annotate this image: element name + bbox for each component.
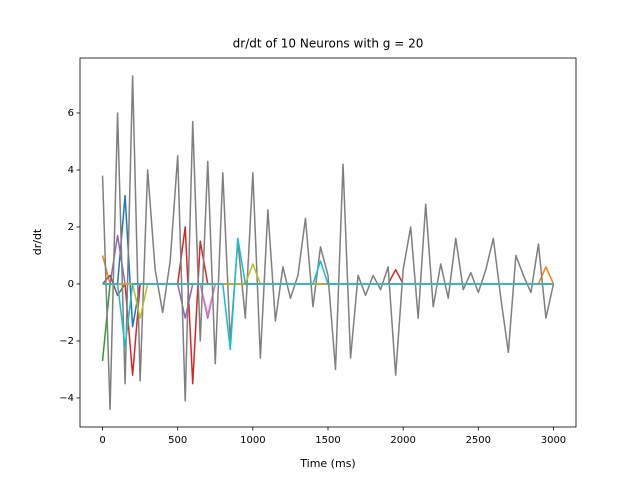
x-tick-label: 0 <box>99 435 105 446</box>
series-line <box>102 237 554 351</box>
chart-title: dr/dt of 10 Neurons with g = 20 <box>233 37 424 51</box>
x-tick-label: 1000 <box>240 435 265 446</box>
series-line <box>101 75 555 411</box>
x-tick-label: 3000 <box>541 435 566 446</box>
x-tick-label: 2000 <box>390 435 415 446</box>
y-tick-label: 4 <box>68 165 74 176</box>
x-tick-label: 500 <box>168 435 187 446</box>
x-tick-label: 1500 <box>315 435 340 446</box>
x-tick-label: 2500 <box>466 435 491 446</box>
axes-frame <box>79 57 577 428</box>
series-line <box>101 283 554 361</box>
y-tick-label: −4 <box>59 393 74 404</box>
series-line <box>102 263 554 319</box>
x-axis-label: Time (ms) <box>299 457 355 470</box>
y-axis-label: dr/dt <box>31 228 44 255</box>
series-line <box>102 283 554 317</box>
y-tick-label: −2 <box>59 336 74 347</box>
y-tick-label: 2 <box>68 222 74 233</box>
series-line <box>102 226 554 385</box>
y-tick-label: 0 <box>68 279 74 290</box>
plot-area <box>101 75 555 411</box>
y-tick-label: 6 <box>68 108 74 119</box>
